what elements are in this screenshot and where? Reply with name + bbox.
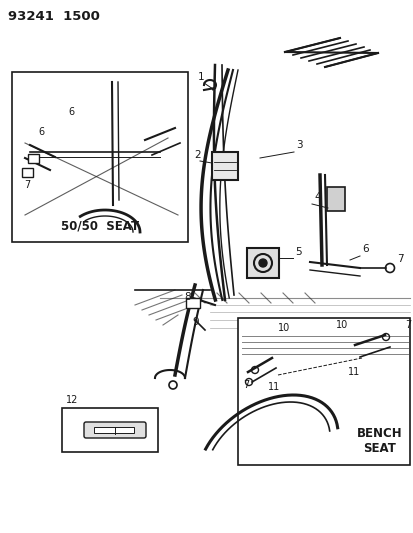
Text: 7: 7 bbox=[24, 180, 30, 190]
Bar bbox=[22, 168, 33, 177]
Text: 7: 7 bbox=[242, 380, 249, 390]
Bar bbox=[247, 248, 278, 278]
Text: 7: 7 bbox=[396, 254, 403, 264]
Text: 6: 6 bbox=[68, 107, 74, 117]
Text: 50/50  SEAT: 50/50 SEAT bbox=[61, 219, 139, 232]
Text: 8: 8 bbox=[183, 292, 190, 302]
Text: 11: 11 bbox=[267, 382, 280, 392]
FancyBboxPatch shape bbox=[211, 152, 237, 180]
Text: 5: 5 bbox=[294, 247, 301, 257]
Text: 9: 9 bbox=[192, 317, 198, 327]
Text: 7: 7 bbox=[404, 320, 410, 330]
Text: 6: 6 bbox=[361, 244, 368, 254]
Bar bbox=[94, 427, 134, 433]
Text: 10: 10 bbox=[335, 320, 347, 330]
Text: 12: 12 bbox=[66, 395, 78, 405]
Bar bbox=[12, 72, 188, 242]
Text: BENCH
SEAT: BENCH SEAT bbox=[356, 427, 402, 455]
FancyBboxPatch shape bbox=[84, 422, 146, 438]
Text: 3: 3 bbox=[295, 140, 302, 150]
Bar bbox=[237, 318, 409, 465]
FancyBboxPatch shape bbox=[326, 187, 344, 211]
Text: 6: 6 bbox=[38, 127, 44, 137]
Bar bbox=[185, 298, 199, 308]
Text: 1: 1 bbox=[197, 72, 204, 82]
Text: 2: 2 bbox=[194, 150, 200, 160]
Bar bbox=[62, 408, 158, 452]
Text: 4: 4 bbox=[313, 192, 320, 202]
Bar bbox=[28, 154, 39, 163]
Text: 93241  1500: 93241 1500 bbox=[8, 10, 100, 23]
Text: 11: 11 bbox=[347, 367, 359, 377]
Text: 10: 10 bbox=[277, 323, 290, 333]
Circle shape bbox=[259, 259, 266, 267]
